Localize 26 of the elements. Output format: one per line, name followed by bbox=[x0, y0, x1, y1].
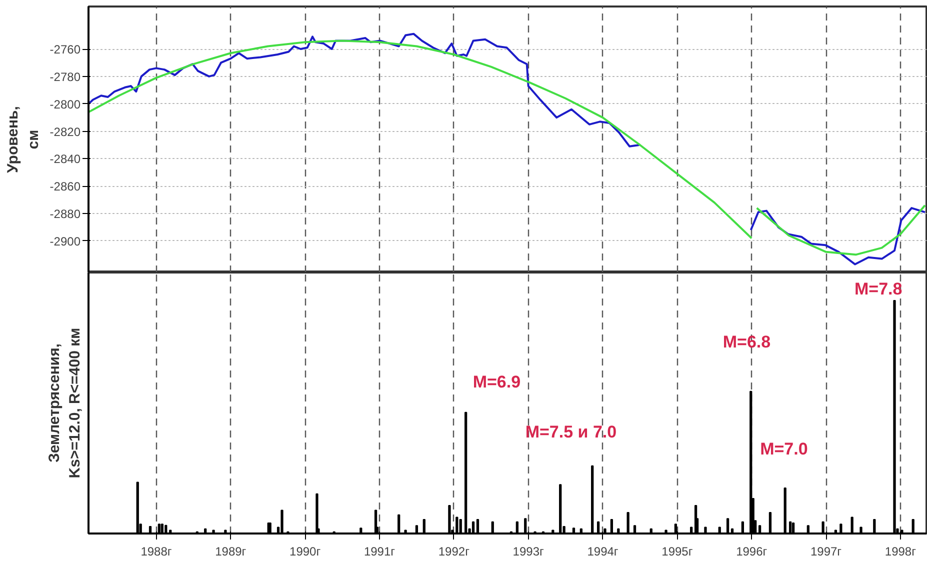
annotation: M=6.9 bbox=[472, 372, 521, 392]
x-tick-label: 1995г bbox=[662, 544, 694, 558]
y-tick-label: -2880 bbox=[50, 207, 81, 222]
x-tick-label: 1998г bbox=[884, 544, 917, 558]
annotation: M=7.5 и 7.0 bbox=[525, 422, 617, 442]
y-tick-label: -2760 bbox=[50, 42, 81, 57]
y-axis-title: Землетрясения, Ks>=12.0, R<=400 км bbox=[46, 328, 84, 478]
x-tick-label: 1994г bbox=[587, 544, 619, 558]
y-tick-label: -2820 bbox=[50, 124, 81, 139]
y-tick-label: -2800 bbox=[50, 97, 81, 112]
annotation: M=7.0 bbox=[760, 440, 808, 459]
x-tick-label: 1993г bbox=[512, 544, 544, 558]
x-tick-label: 1997г bbox=[810, 544, 842, 558]
x-tick-label: 1988г bbox=[140, 544, 172, 558]
annotation: M=7.8 bbox=[854, 279, 902, 298]
y-tick-label: -2840 bbox=[50, 152, 81, 166]
y-tick-label: -2900 bbox=[50, 234, 81, 248]
x-tick-label: 1990г bbox=[290, 544, 322, 558]
y-tick-label: -2860 bbox=[50, 180, 81, 194]
x-tick-label: 1996г bbox=[736, 544, 768, 558]
y-axis-title: Уровень, см bbox=[4, 106, 42, 173]
annotation: M=6.8 bbox=[722, 332, 771, 352]
x-tick-label: 1989г bbox=[215, 544, 247, 558]
x-tick-label: 1991г bbox=[364, 544, 396, 558]
x-tick-label: 1992г bbox=[438, 544, 470, 558]
y-tick-label: -2780 bbox=[50, 70, 81, 84]
